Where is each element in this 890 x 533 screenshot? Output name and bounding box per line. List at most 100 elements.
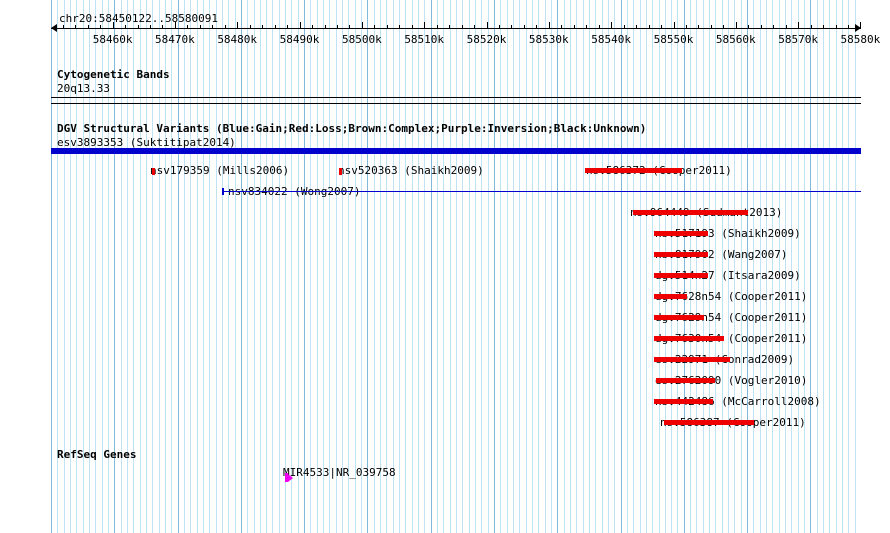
gridline xyxy=(178,0,179,533)
ruler-tick-minor xyxy=(536,25,538,29)
dgv-feature-label: dgv7628n54 (Cooper2011) xyxy=(655,290,808,303)
ruler-tick-minor xyxy=(312,25,313,29)
gridline xyxy=(456,0,457,533)
gridline xyxy=(279,0,280,533)
gridline xyxy=(627,0,628,533)
dgv-feature-glyph[interactable] xyxy=(339,168,342,175)
gridline xyxy=(443,0,444,533)
gridline xyxy=(621,0,622,533)
gridline xyxy=(469,0,470,533)
dgv-feature-glyph[interactable] xyxy=(585,168,682,173)
gridline xyxy=(545,0,546,533)
gridline xyxy=(507,0,508,533)
gridline xyxy=(855,0,856,533)
gridline xyxy=(266,0,267,533)
gridline xyxy=(640,0,641,533)
gridline xyxy=(190,0,191,533)
gridline xyxy=(323,0,324,533)
dgv-feature-glyph[interactable] xyxy=(654,231,708,236)
ruler-tick-label: 58470k xyxy=(155,33,195,46)
gridline xyxy=(659,0,660,533)
gridline xyxy=(633,0,634,533)
ruler-tick-label: 58540k xyxy=(591,33,631,46)
ruler-tick-minor xyxy=(586,25,588,29)
ruler-tick-major xyxy=(548,22,550,29)
gridline xyxy=(393,0,394,533)
gridline xyxy=(140,0,141,533)
gridline xyxy=(241,0,242,533)
ruler-tick-minor xyxy=(349,25,351,29)
gridline xyxy=(519,0,520,533)
ruler-tick-minor xyxy=(748,25,750,29)
gridline xyxy=(222,0,223,533)
gridline xyxy=(583,0,584,533)
dgv-feature-glyph[interactable] xyxy=(654,252,708,257)
ruler-tick-minor xyxy=(374,25,376,29)
ruler-tick-label: 58560k xyxy=(715,33,756,46)
gridline xyxy=(652,0,653,533)
gridline xyxy=(817,0,818,533)
ruler-tick-label: 58500k xyxy=(342,33,382,46)
ruler-tick-minor xyxy=(212,25,214,29)
ruler-tick-label: 58520k xyxy=(466,33,507,46)
gridline xyxy=(848,0,849,533)
ruler-tick-minor xyxy=(87,25,89,29)
dgv-feature-label: esv2762090 (Vogler2010) xyxy=(655,374,808,387)
ruler-tick-minor xyxy=(636,25,638,29)
grid-background xyxy=(51,0,861,533)
ruler-tick-minor xyxy=(810,25,812,29)
dgv-feature-glyph[interactable] xyxy=(152,168,155,175)
gridline xyxy=(564,0,565,533)
dgv-feature-glyph[interactable] xyxy=(654,357,730,362)
dgv-feature-glyph[interactable] xyxy=(664,420,754,425)
ruler-tick-major xyxy=(174,22,176,29)
gridline xyxy=(114,0,115,533)
dgv-top-feature-bar[interactable] xyxy=(51,148,861,154)
ruler-tick-minor xyxy=(461,25,463,29)
cytogenetic-band-label: 20q13.33 xyxy=(57,82,110,95)
ruler-tick-minor xyxy=(661,25,662,29)
dgv-feature-glyph[interactable] xyxy=(633,210,748,215)
dgv-feature-glyph[interactable] xyxy=(654,399,713,404)
ruler-tick-label: 58490k xyxy=(279,33,320,46)
ruler-tick-minor xyxy=(150,25,151,29)
ruler-tick-minor xyxy=(848,25,849,29)
dgv-feature-glyph[interactable] xyxy=(222,191,861,192)
ruler-tick-minor xyxy=(773,25,775,29)
ruler-tick-minor xyxy=(162,25,164,29)
gridline xyxy=(709,0,710,533)
gridline xyxy=(589,0,590,533)
gridline xyxy=(64,0,65,533)
ruler-tick-major xyxy=(611,22,613,29)
gridline xyxy=(412,0,413,533)
gridline xyxy=(779,0,780,533)
ruler-tick-label: 58550k xyxy=(653,33,694,46)
gridline xyxy=(665,0,666,533)
ruler-tick-minor xyxy=(287,25,289,29)
gridline xyxy=(197,0,198,533)
dgv-feature-glyph[interactable] xyxy=(654,336,724,341)
ruler-tick-major xyxy=(299,22,301,29)
gridline xyxy=(209,0,210,533)
gridline xyxy=(488,0,489,533)
ruler-tick-major xyxy=(798,22,800,29)
refseq-gene-strand-arrow-icon xyxy=(288,474,293,482)
dgv-feature-glyph[interactable] xyxy=(654,273,708,278)
gridline xyxy=(690,0,691,533)
gridline xyxy=(310,0,311,533)
cytogenetic-bands-title: Cytogenetic Bands xyxy=(57,68,170,81)
gridline xyxy=(760,0,761,533)
gridline xyxy=(608,0,609,533)
refseq-gene-glyph[interactable] xyxy=(285,473,288,482)
gridline xyxy=(83,0,84,533)
gridline xyxy=(772,0,773,533)
gridline xyxy=(462,0,463,533)
gridline xyxy=(418,0,419,533)
ruler-tick-label: 58480k xyxy=(217,33,258,46)
gridline xyxy=(614,0,615,533)
dgv-feature-glyph[interactable] xyxy=(654,294,687,299)
dgv-feature-glyph[interactable] xyxy=(654,315,704,320)
dgv-feature-glyph[interactable] xyxy=(656,378,715,383)
gridline xyxy=(127,0,128,533)
dgv-feature-label: nsv817902 (Wang2007) xyxy=(655,248,788,261)
